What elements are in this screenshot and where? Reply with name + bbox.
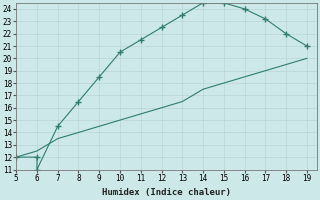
X-axis label: Humidex (Indice chaleur): Humidex (Indice chaleur)	[102, 188, 231, 197]
